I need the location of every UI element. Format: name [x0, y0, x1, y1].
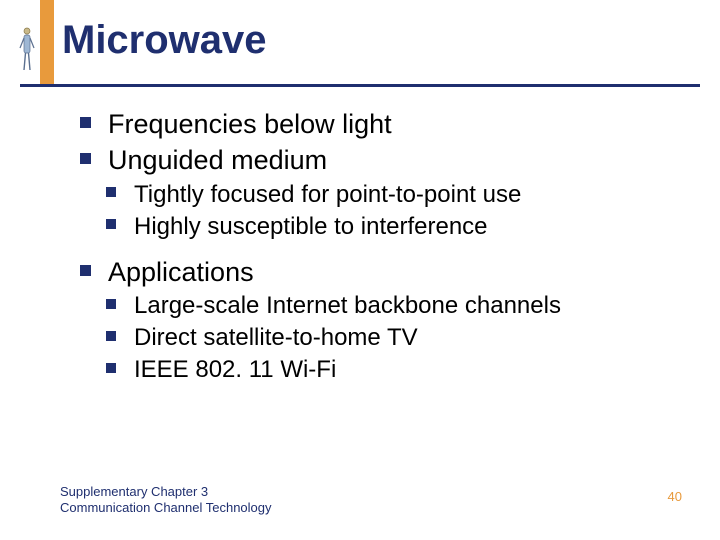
bullet-text: Applications — [108, 257, 254, 287]
bullet-l1: Frequencies below light — [80, 108, 680, 142]
footer-line-1: Supplementary Chapter 3 — [60, 484, 272, 500]
content-area: Frequencies below light Unguided medium … — [80, 106, 680, 387]
bullet-l2: Tightly focused for point-to-point use — [106, 180, 680, 210]
slide: Microwave Frequencies below light Unguid… — [0, 0, 720, 540]
square-bullet-icon — [80, 153, 91, 164]
slide-title: Microwave — [62, 18, 267, 63]
bullet-text: Large-scale Internet backbone channels — [134, 292, 561, 319]
bullet-l2: Large-scale Internet backbone channels — [106, 291, 680, 321]
bullet-text: Direct satellite-to-home TV — [134, 324, 418, 351]
square-bullet-icon — [106, 331, 116, 341]
square-bullet-icon — [106, 299, 116, 309]
bullet-l2: IEEE 802. 11 Wi-Fi — [106, 355, 680, 385]
decor-figure-icon — [18, 26, 36, 72]
square-bullet-icon — [80, 265, 91, 276]
title-accent-bar — [40, 0, 54, 86]
spacer — [80, 244, 680, 254]
page-number: 40 — [668, 489, 682, 504]
square-bullet-icon — [106, 363, 116, 373]
bullet-text: Frequencies below light — [108, 109, 392, 139]
square-bullet-icon — [80, 117, 91, 128]
bullet-text: IEEE 802. 11 Wi-Fi — [134, 356, 336, 383]
bullet-l1: Unguided medium — [80, 144, 680, 178]
footer-line-2: Communication Channel Technology — [60, 500, 272, 516]
bullet-text: Unguided medium — [108, 145, 327, 175]
footer-text: Supplementary Chapter 3 Communication Ch… — [60, 484, 272, 517]
title-underline — [20, 84, 700, 87]
square-bullet-icon — [106, 187, 116, 197]
square-bullet-icon — [106, 219, 116, 229]
bullet-l1: Applications — [80, 256, 680, 290]
bullet-text: Highly susceptible to interference — [134, 213, 488, 240]
bullet-l2: Highly susceptible to interference — [106, 212, 680, 242]
bullet-text: Tightly focused for point-to-point use — [134, 181, 521, 208]
bullet-l2: Direct satellite-to-home TV — [106, 323, 680, 353]
